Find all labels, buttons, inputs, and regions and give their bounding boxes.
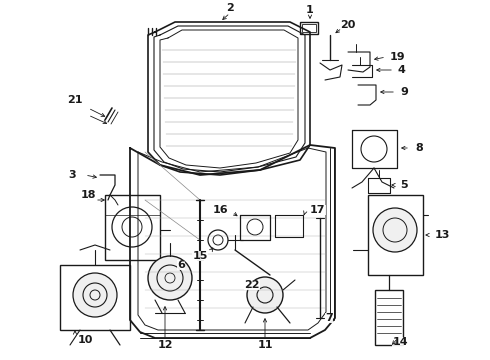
Bar xyxy=(368,195,423,275)
Text: 13: 13 xyxy=(435,230,450,240)
Text: 2: 2 xyxy=(226,3,234,13)
Text: 4: 4 xyxy=(398,65,406,75)
Circle shape xyxy=(148,256,192,300)
Bar xyxy=(300,22,318,34)
Text: 11: 11 xyxy=(257,340,273,350)
Circle shape xyxy=(73,273,117,317)
Text: 15: 15 xyxy=(192,251,208,261)
Text: 14: 14 xyxy=(392,337,408,347)
Text: 12: 12 xyxy=(157,340,173,350)
Text: 19: 19 xyxy=(390,52,406,62)
Bar xyxy=(60,265,130,330)
Text: 10: 10 xyxy=(77,335,93,345)
Text: 6: 6 xyxy=(177,260,185,270)
Bar xyxy=(105,195,160,260)
Circle shape xyxy=(247,277,283,313)
Text: 1: 1 xyxy=(306,5,314,15)
Text: 18: 18 xyxy=(80,190,96,200)
Bar xyxy=(375,290,403,345)
Text: 16: 16 xyxy=(212,205,228,215)
Text: 9: 9 xyxy=(400,87,408,97)
Text: 7: 7 xyxy=(325,313,333,323)
Text: 3: 3 xyxy=(68,170,76,180)
Text: 21: 21 xyxy=(67,95,83,105)
Bar xyxy=(302,24,316,32)
Circle shape xyxy=(373,208,417,252)
Text: 20: 20 xyxy=(341,20,356,30)
Text: 22: 22 xyxy=(244,280,260,290)
Text: 17: 17 xyxy=(310,205,325,215)
Text: 8: 8 xyxy=(415,143,423,153)
Text: 5: 5 xyxy=(400,180,408,190)
